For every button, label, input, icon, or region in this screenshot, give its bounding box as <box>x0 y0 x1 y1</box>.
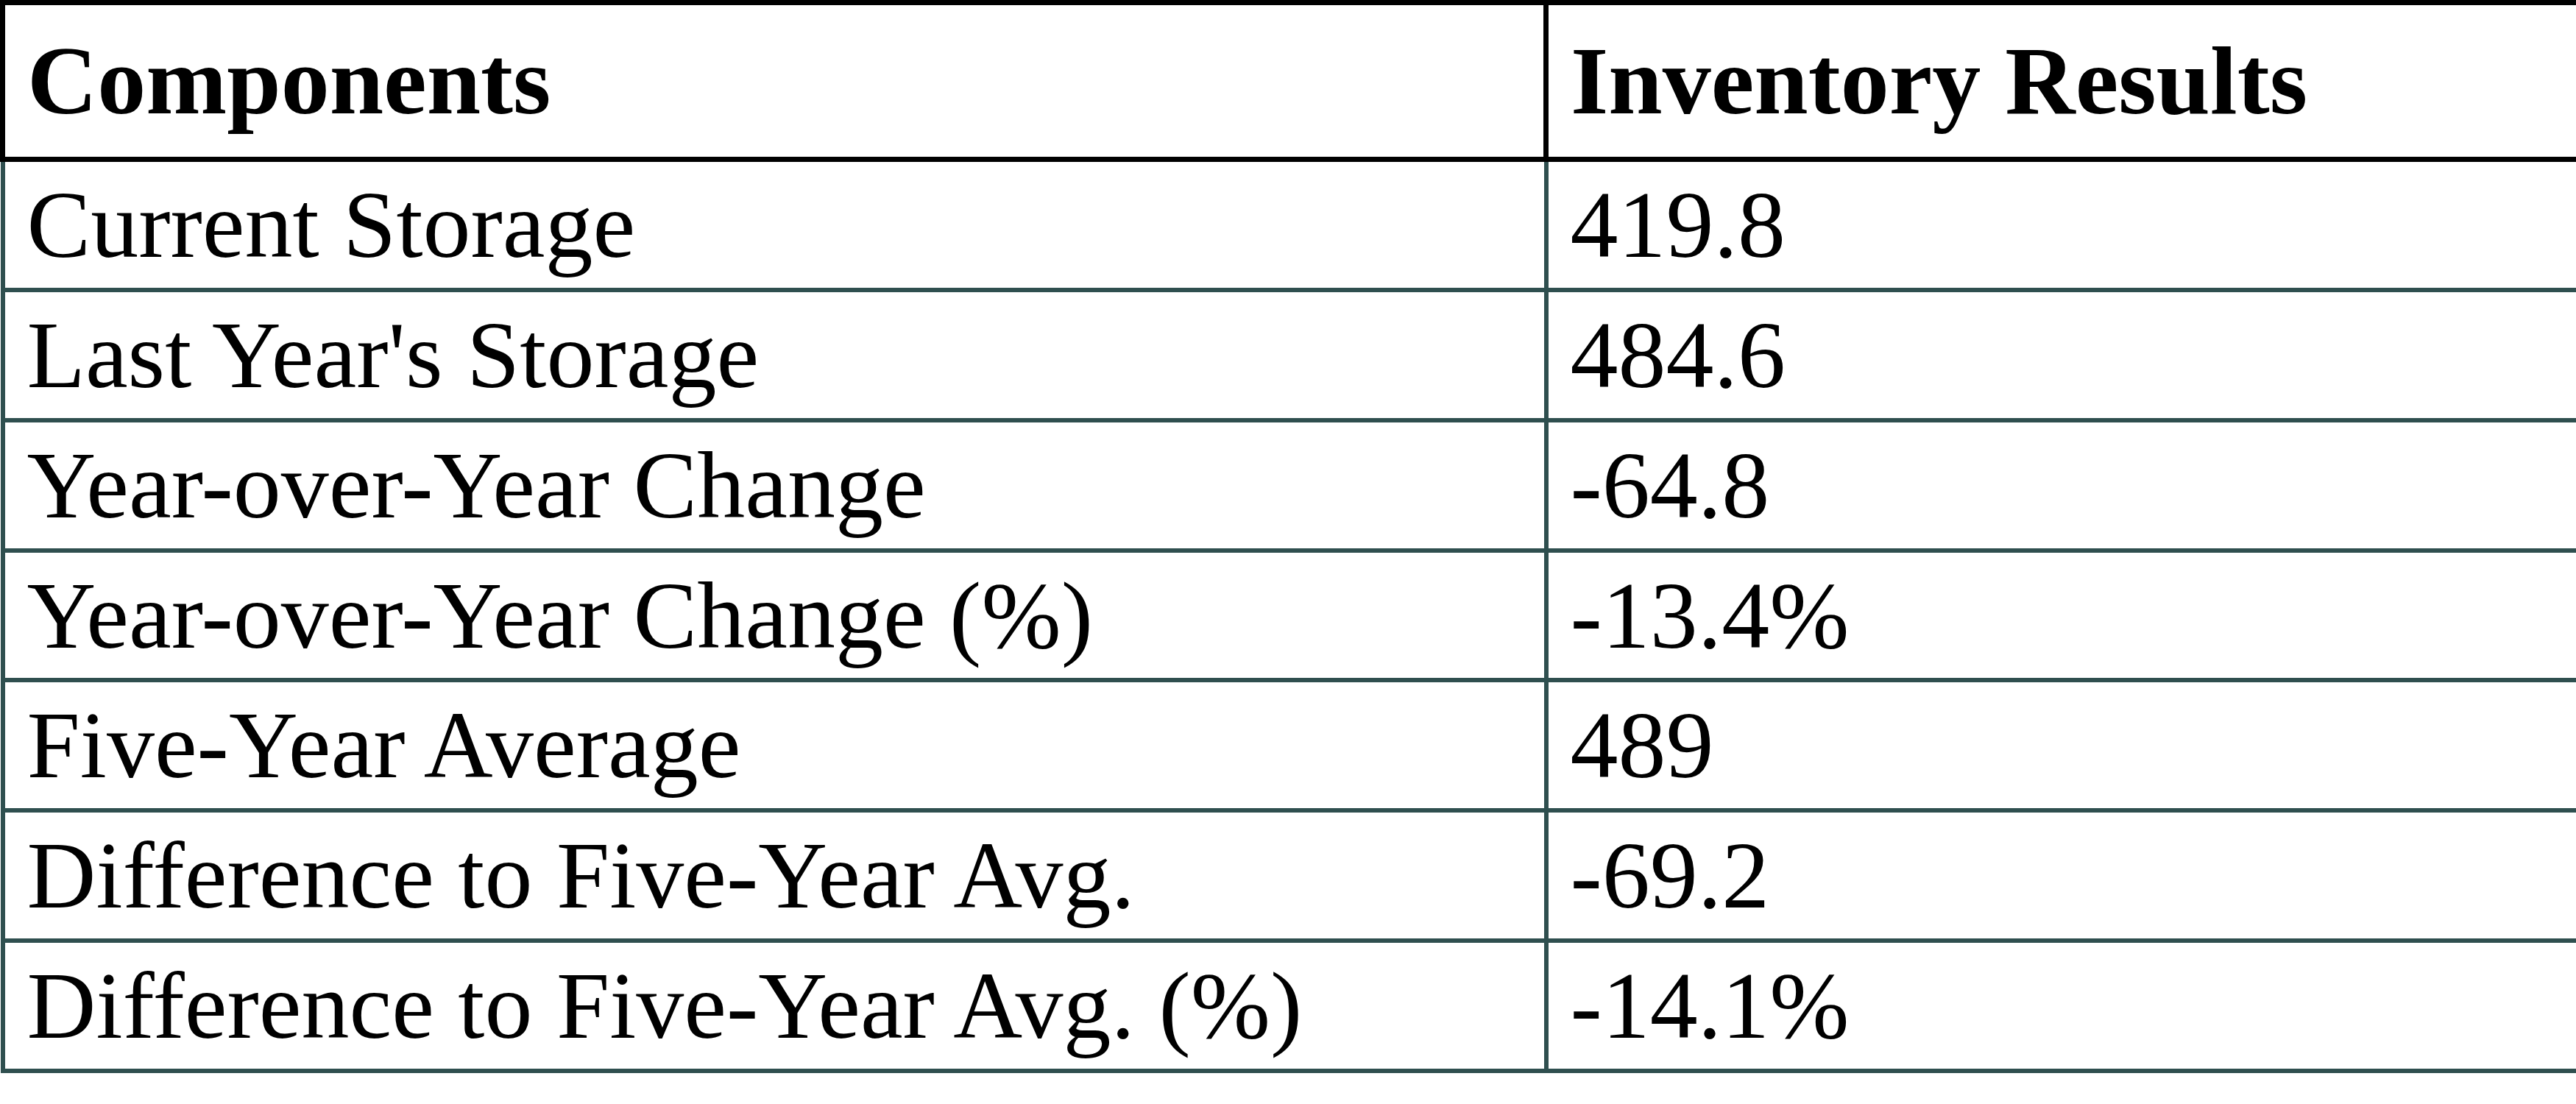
table-row: Difference to Five-Year Avg. -69.2 <box>3 810 2576 941</box>
component-cell: Five-Year Average <box>3 680 1546 810</box>
value-cell: -64.8 <box>1546 420 2576 551</box>
table-row: Current Storage 419.8 <box>3 160 2576 290</box>
component-cell: Difference to Five-Year Avg. (%) <box>3 941 1546 1071</box>
table-row: Difference to Five-Year Avg. (%) -14.1% <box>3 941 2576 1071</box>
header-cell-components: Components <box>3 3 1546 160</box>
component-cell: Year-over-Year Change <box>3 420 1546 551</box>
table-row: Year-over-Year Change (%) -13.4% <box>3 551 2576 681</box>
value-cell: -13.4% <box>1546 551 2576 681</box>
header-row: Components Inventory Results <box>3 3 2576 160</box>
table-row: Five-Year Average 489 <box>3 680 2576 810</box>
component-cell: Last Year's Storage <box>3 290 1546 420</box>
table-row: Last Year's Storage 484.6 <box>3 290 2576 420</box>
inventory-results-table: Components Inventory Results Current Sto… <box>0 0 2576 1073</box>
value-cell: 419.8 <box>1546 160 2576 290</box>
table-row: Year-over-Year Change -64.8 <box>3 420 2576 551</box>
component-cell: Difference to Five-Year Avg. <box>3 810 1546 941</box>
component-cell: Current Storage <box>3 160 1546 290</box>
value-cell: -69.2 <box>1546 810 2576 941</box>
value-cell: 489 <box>1546 680 2576 810</box>
component-cell: Year-over-Year Change (%) <box>3 551 1546 681</box>
header-cell-inventory-results: Inventory Results <box>1546 3 2576 160</box>
value-cell: 484.6 <box>1546 290 2576 420</box>
value-cell: -14.1% <box>1546 941 2576 1071</box>
